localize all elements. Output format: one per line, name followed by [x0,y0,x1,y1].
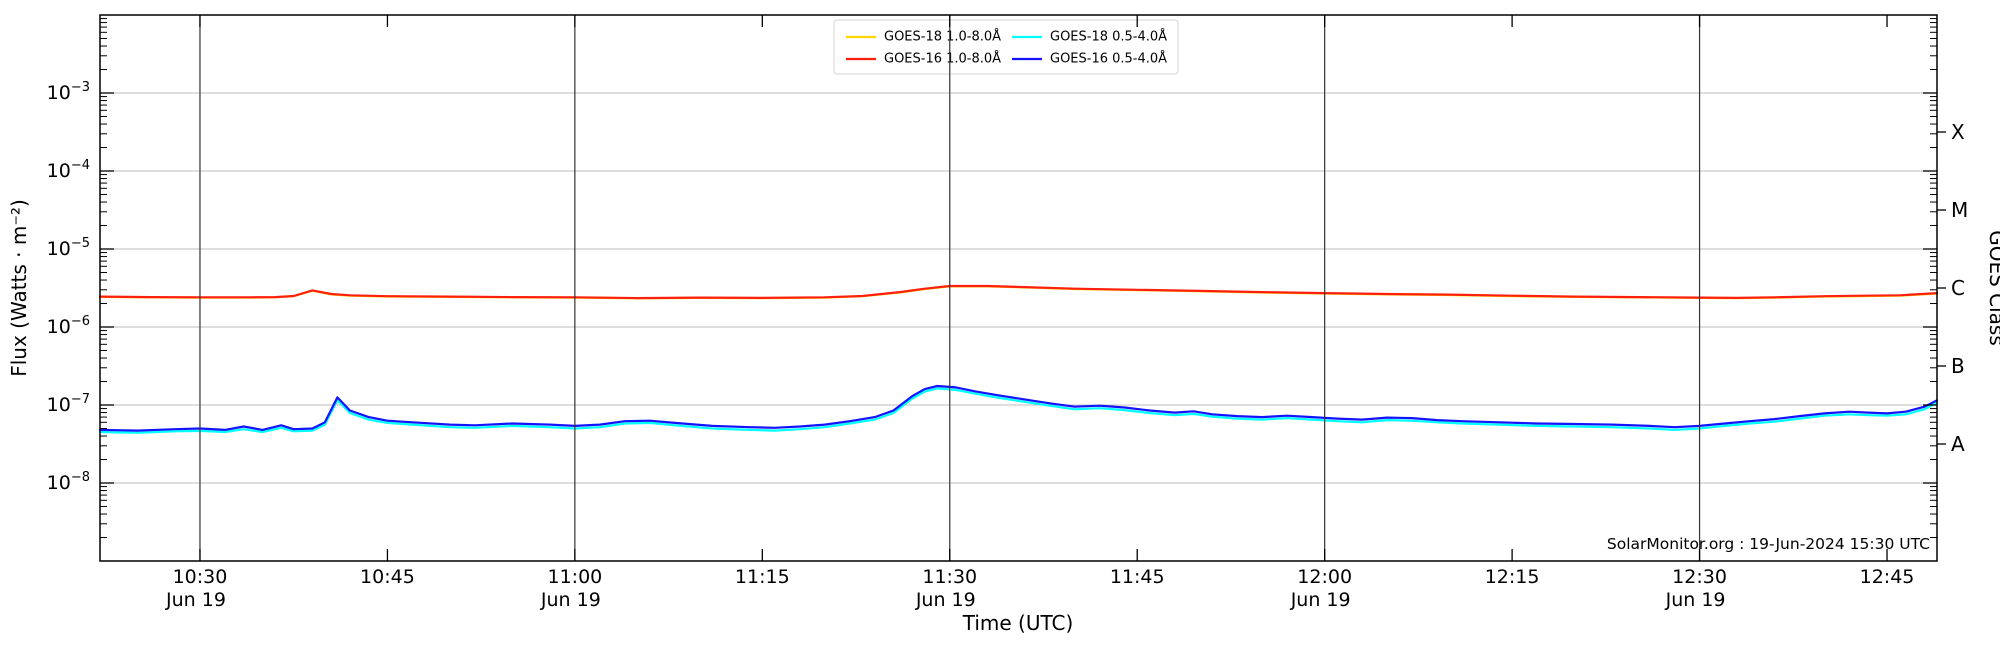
x-axis-label: Time (UTC) [962,611,1074,635]
x-tick-label-11-00: 11:00 [547,566,602,588]
x-tick-label-12-45: 12:45 [1860,566,1915,588]
legend-entry-goes-16-0-5-4-0: GOES-16 0.5-4.0Å [1012,51,1167,67]
x-tick-date-12-00: Jun 19 [1290,589,1351,611]
legend-entry-goes-18-1-0-8-0: GOES-18 1.0-8.0Å [846,29,1001,45]
y-tick-label-1e-7: 10−7 [47,392,90,416]
x-tick-label-10-30: 10:30 [173,566,228,588]
legend-label-goes-16-0-5-4-0: GOES-16 0.5-4.0Å [1050,51,1167,67]
x-tick-label-12-15: 12:15 [1485,566,1540,588]
y-tick-label-1e-6: 10−6 [47,314,90,338]
legend-label-goes-18-0-5-4-0: GOES-18 0.5-4.0Å [1050,29,1167,45]
y-axis-label: Flux (Watts · m⁻²) [7,199,31,377]
vertical-gridlines [199,15,1701,561]
x-tick-label-12-00: 12:00 [1297,566,1352,588]
y-tick-label-1e-5: 10−5 [47,236,90,260]
goes-class-label-x: X [1951,120,1965,144]
x-tick-date-11-00: Jun 19 [540,589,601,611]
series-line-goes-18-0-5-4-0 [98,387,1939,434]
legend-label-goes-16-1-0-8-0: GOES-16 1.0-8.0Å [884,51,1001,67]
legend-box [833,19,1179,75]
goes-class-label-c: C [1951,276,1965,300]
y2-axis-label: GOES Class [1985,230,2000,346]
x-tick-label-12-30: 12:30 [1672,566,1727,588]
y-tick-labels: 10−3 10−4 10−5 10−6 10−7 10−8 [47,80,90,494]
y-tick-label-1e-3: 10−3 [47,80,90,104]
x-tick-date-10-30: Jun 19 [165,589,226,611]
y-tick-label-1e-8: 10−8 [47,470,90,494]
axis-ticks [100,15,1946,561]
legend-entry-goes-18-0-5-4-0: GOES-18 0.5-4.0Å [1012,29,1167,45]
x-tick-date-12-30: Jun 19 [1665,589,1726,611]
legend: GOES-18 1.0-8.0Å GOES-16 1.0-8.0Å GOES-18 … [833,19,1179,75]
legend-entry-goes-16-1-0-8-0: GOES-16 1.0-8.0Å [846,51,1001,67]
series-line-goes-16-1-0-8-0 [98,284,1939,300]
series-lines [98,284,1939,434]
goes-class-label-a: A [1951,432,1965,456]
x-tick-date-11-30: Jun 19 [915,589,976,611]
x-tick-label-11-45: 11:45 [1110,566,1165,588]
goes-class-labels: X M C B A [1951,120,1968,456]
series-line-goes-16-0-5-4-0 [98,384,1939,432]
x-tick-label-10-45: 10:45 [360,566,415,588]
goes-class-label-b: B [1951,354,1965,378]
y-tick-label-1e-4: 10−4 [47,158,90,182]
x-tick-label-11-15: 11:15 [735,566,790,588]
horizontal-gridlines [100,92,1937,484]
goes-class-label-m: M [1951,198,1968,222]
x-tick-label-11-30: 11:30 [922,566,977,588]
legend-label-goes-18-1-0-8-0: GOES-18 1.0-8.0Å [884,29,1001,45]
watermark-text: SolarMonitor.org : 19-Jun-2024 15:30 UTC [1607,535,1930,553]
